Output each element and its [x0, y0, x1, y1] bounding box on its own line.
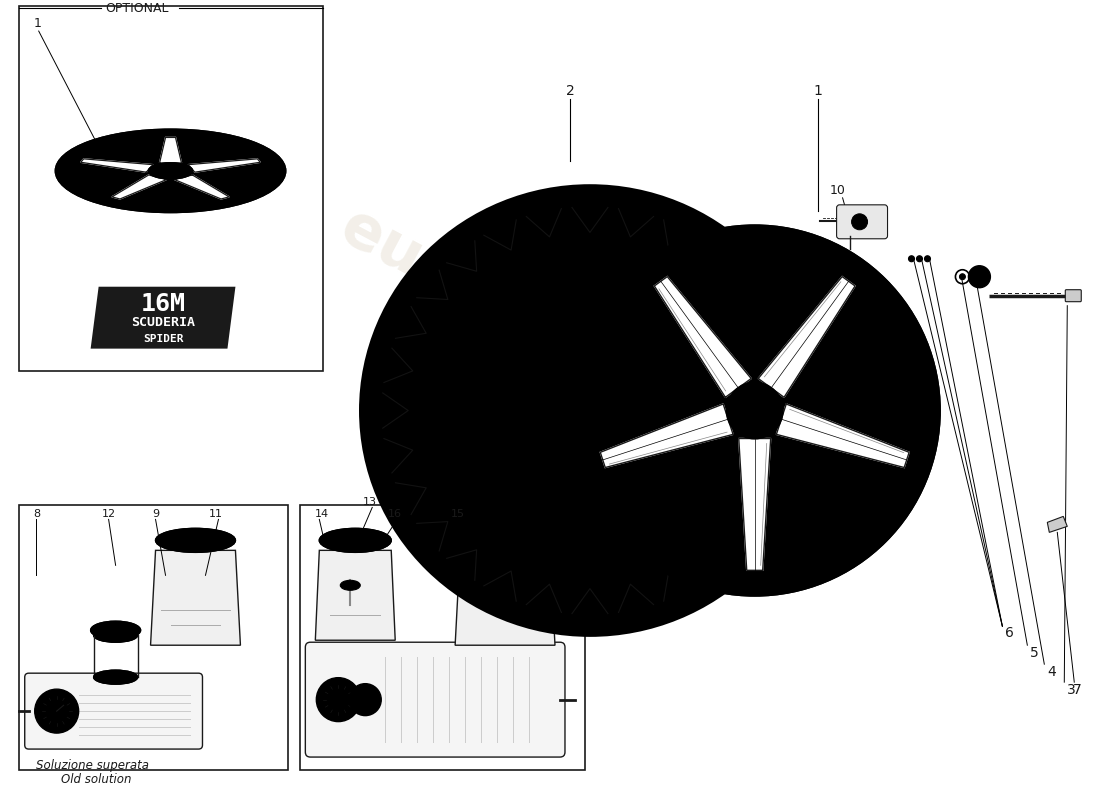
Text: 85: 85 [647, 480, 752, 561]
Text: 11: 11 [209, 510, 222, 519]
Text: 7: 7 [1072, 683, 1081, 697]
Text: 6: 6 [1005, 626, 1014, 640]
Circle shape [924, 256, 931, 262]
FancyBboxPatch shape [306, 642, 565, 757]
Text: 16M: 16M [141, 292, 186, 316]
Text: 14: 14 [316, 510, 330, 519]
Text: Old solution: Old solution [60, 773, 131, 786]
FancyBboxPatch shape [300, 506, 585, 770]
Text: Soluzione superata: Soluzione superata [35, 759, 148, 772]
Polygon shape [758, 277, 855, 398]
Ellipse shape [56, 130, 285, 212]
FancyBboxPatch shape [19, 506, 288, 770]
Circle shape [909, 256, 914, 262]
Polygon shape [1047, 516, 1067, 532]
Text: OPTIONAL: OPTIONAL [106, 2, 169, 14]
Polygon shape [601, 404, 733, 467]
Text: 10: 10 [829, 184, 846, 198]
Circle shape [350, 684, 382, 716]
Text: 2: 2 [565, 84, 574, 98]
Text: SCUDERIA: SCUDERIA [131, 316, 195, 329]
Text: 13: 13 [363, 498, 377, 507]
Ellipse shape [739, 394, 771, 426]
Text: 4: 4 [1047, 665, 1056, 679]
Text: 5: 5 [1030, 646, 1038, 660]
Circle shape [741, 393, 747, 399]
Ellipse shape [448, 271, 732, 550]
Ellipse shape [158, 166, 183, 175]
Polygon shape [188, 159, 261, 172]
Ellipse shape [90, 622, 141, 639]
Text: SPIDER: SPIDER [143, 334, 184, 344]
Polygon shape [160, 138, 182, 163]
FancyBboxPatch shape [19, 6, 323, 370]
Circle shape [959, 274, 966, 280]
Text: 15: 15 [451, 510, 465, 519]
Polygon shape [654, 277, 751, 398]
Ellipse shape [727, 382, 783, 438]
Text: 3: 3 [1067, 683, 1076, 697]
Circle shape [762, 393, 768, 399]
Ellipse shape [460, 528, 550, 552]
Text: la passion
de los autos: la passion de los autos [464, 390, 657, 531]
Ellipse shape [361, 186, 820, 636]
Ellipse shape [570, 226, 939, 595]
Circle shape [317, 678, 361, 722]
Polygon shape [316, 550, 395, 640]
Circle shape [916, 256, 923, 262]
Polygon shape [80, 159, 153, 172]
Polygon shape [112, 175, 166, 199]
Text: 1: 1 [813, 84, 822, 98]
Circle shape [968, 266, 990, 288]
Polygon shape [777, 404, 909, 467]
Text: 12: 12 [101, 510, 116, 519]
Ellipse shape [94, 628, 138, 642]
FancyBboxPatch shape [24, 673, 202, 749]
Text: 9: 9 [152, 510, 160, 519]
Polygon shape [455, 550, 556, 646]
Polygon shape [175, 175, 229, 199]
FancyBboxPatch shape [1065, 290, 1081, 302]
Circle shape [35, 689, 79, 733]
Circle shape [735, 413, 740, 419]
Text: 16: 16 [388, 510, 403, 519]
Ellipse shape [94, 670, 138, 684]
Text: 1: 1 [34, 17, 42, 30]
Circle shape [851, 214, 868, 230]
Ellipse shape [340, 580, 361, 590]
Circle shape [769, 413, 774, 419]
Text: euromotoelectrics: euromotoelectrics [329, 198, 911, 544]
FancyBboxPatch shape [837, 205, 888, 238]
Text: 8: 8 [34, 510, 41, 519]
Text: 🐴: 🐴 [977, 272, 982, 282]
Polygon shape [90, 286, 235, 349]
Ellipse shape [148, 163, 192, 178]
Circle shape [751, 426, 758, 431]
Polygon shape [739, 438, 771, 570]
Ellipse shape [155, 528, 235, 552]
Ellipse shape [319, 528, 392, 552]
Polygon shape [151, 550, 241, 646]
